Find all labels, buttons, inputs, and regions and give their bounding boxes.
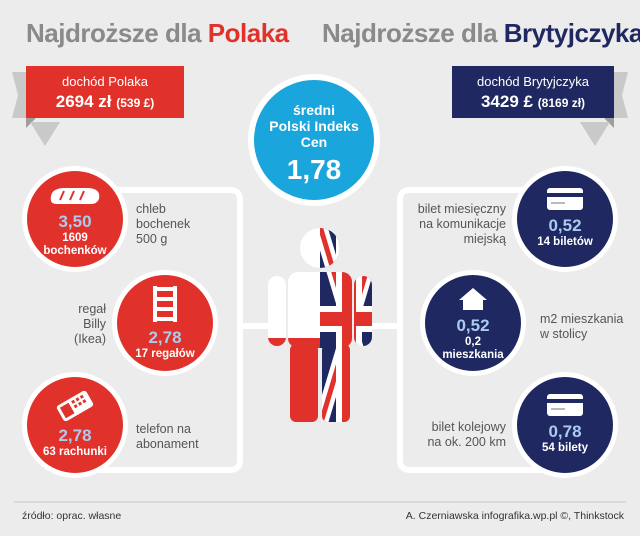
- heading-poland: Najdroższe dla Polaka: [26, 18, 289, 49]
- flat-description: m2 mieszkania w stolicy: [540, 312, 623, 342]
- price-index-circle: średni Polski Indeks Cen 1,78: [248, 74, 380, 206]
- bread-description: chleb bochenek 500 g: [136, 202, 190, 247]
- shelf-ratio: 2,78: [148, 328, 182, 347]
- poland-income-amount: 2694 zł: [55, 92, 112, 111]
- flat-count: 0,2: [465, 336, 481, 348]
- phone-price-circle: 2,78 63 rachunki: [22, 372, 128, 478]
- train-ticket-price-circle: 0,78 54 bilety: [512, 372, 618, 478]
- shelf-desc-line2: Billy: [83, 317, 106, 331]
- phone-desc-line2: abonament: [136, 437, 199, 451]
- shelf-icon: [153, 286, 177, 322]
- shelf-description: regał Billy (Ikea): [52, 302, 106, 347]
- bread-unit: bochenków: [43, 245, 107, 257]
- monthly-ticket-desc-line3: miejską: [463, 232, 506, 246]
- price-index-line1: średni: [292, 102, 335, 118]
- bread-count: 1609: [62, 232, 88, 244]
- price-index-line2: Polski Indeks: [269, 118, 359, 134]
- shelf-price-circle: 2,78 17 regałów: [112, 270, 218, 376]
- right-ribbon-arrow: [580, 122, 610, 146]
- heading-britain-prefix: Najdroższe dla: [322, 18, 504, 48]
- monthly-ticket-price-circle: 0,52 14 biletów: [512, 166, 618, 272]
- footer-source: źródło: oprac. własne: [22, 510, 122, 522]
- shelf-desc-line1: regał: [78, 302, 106, 316]
- poland-income-value: 2694 zł (539 £): [26, 92, 184, 112]
- train-ticket-ratio: 0,78: [548, 422, 582, 441]
- train-ticket-desc-line2: na ok. 200 km: [427, 435, 506, 449]
- ticket-card-icon: [547, 394, 583, 416]
- monthly-ticket-count: 14 biletów: [537, 236, 593, 248]
- flat-price-circle: 0,52 0,2 mieszkania: [420, 270, 526, 376]
- price-index-value: 1,78: [286, 154, 342, 185]
- left-bracket-line: [80, 187, 243, 473]
- shelf-desc-line3: (Ikea): [74, 332, 106, 346]
- poland-income-banner: dochód Polaka 2694 zł (539 £): [26, 66, 184, 118]
- poland-income-label: dochód Polaka: [61, 74, 148, 89]
- bread-price-circle: 3,50 1609 bochenków: [22, 166, 128, 272]
- bread-desc-line1: chleb: [136, 202, 166, 216]
- flat-ratio: 0,52: [456, 316, 490, 335]
- monthly-ticket-description: bilet miesięczny na komunikacje miejską: [396, 202, 506, 247]
- bread-desc-line3: 500 g: [136, 232, 168, 246]
- britain-income-label: dochód Brytyjczyka: [477, 74, 589, 89]
- poland-income-gbp: (539 £): [116, 96, 155, 110]
- phone-icon: [56, 390, 94, 422]
- train-ticket-count: 54 bilety: [541, 442, 589, 454]
- flat-desc-line1: m2 mieszkania: [540, 312, 624, 326]
- flat-desc-line2: w stolicy: [540, 327, 588, 341]
- right-bracket-line: [397, 187, 560, 473]
- person-figure-icon: [268, 228, 372, 422]
- ticket-card-icon: [547, 188, 583, 210]
- price-index-line3: Cen: [300, 134, 328, 150]
- britain-income-amount: 3429 £: [480, 92, 533, 111]
- phone-description: telefon na abonament: [136, 422, 199, 452]
- bread-ratio: 3,50: [58, 212, 92, 231]
- house-icon: [459, 288, 487, 310]
- heading-poland-prefix: Najdroższe dla: [26, 18, 208, 48]
- left-ribbon-arrow: [30, 122, 60, 146]
- heading-poland-highlight: Polaka: [207, 18, 289, 48]
- footer-credit: A. Czerniawska infografika.wp.pl ©, Thin…: [405, 510, 624, 522]
- monthly-ticket-desc-line1: bilet miesięczny: [417, 202, 506, 216]
- phone-count: 63 rachunki: [43, 446, 107, 458]
- train-ticket-desc-line1: bilet kolejowy: [431, 420, 506, 434]
- phone-desc-line1: telefon na: [136, 422, 191, 436]
- heading-britain: Najdroższe dla Brytyjczyka: [322, 18, 640, 49]
- monthly-ticket-ratio: 0,52: [548, 216, 582, 235]
- britain-income-pln: (8169 zł): [537, 96, 586, 110]
- britain-income-banner: dochód Brytyjczyka 3429 £ (8169 zł): [452, 66, 614, 118]
- heading-britain-highlight: Brytyjczyka: [503, 18, 640, 48]
- shelf-count: 17 regałów: [135, 348, 195, 360]
- train-ticket-description: bilet kolejowy na ok. 200 km: [396, 420, 506, 450]
- phone-ratio: 2,78: [58, 426, 92, 445]
- left-ribbon-tail: [12, 72, 26, 118]
- right-ribbon-tail: [614, 72, 628, 118]
- flat-unit: mieszkania: [442, 349, 504, 361]
- bread-desc-line2: bochenek: [136, 217, 191, 231]
- monthly-ticket-desc-line2: na komunikacje: [419, 217, 506, 231]
- bread-icon: [50, 188, 100, 204]
- britain-income-value: 3429 £ (8169 zł): [452, 92, 614, 112]
